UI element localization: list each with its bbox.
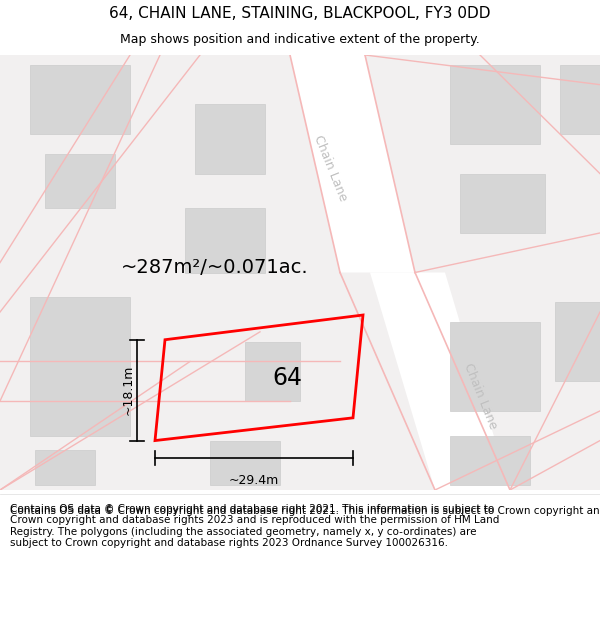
- Text: 64: 64: [272, 366, 302, 390]
- Polygon shape: [450, 322, 540, 411]
- Polygon shape: [370, 272, 510, 490]
- Polygon shape: [30, 298, 130, 436]
- Polygon shape: [450, 436, 530, 485]
- Polygon shape: [555, 302, 600, 381]
- Polygon shape: [45, 154, 115, 208]
- Polygon shape: [185, 208, 265, 272]
- Polygon shape: [35, 451, 95, 485]
- Polygon shape: [30, 65, 130, 134]
- Polygon shape: [245, 342, 300, 401]
- Polygon shape: [290, 55, 415, 272]
- Text: Chain Lane: Chain Lane: [311, 134, 349, 204]
- Polygon shape: [450, 65, 540, 144]
- Text: ~287m²/~0.071ac.: ~287m²/~0.071ac.: [121, 258, 309, 277]
- Polygon shape: [195, 104, 265, 174]
- Text: Contains OS data © Crown copyright and database right 2021. This information is : Contains OS data © Crown copyright and d…: [10, 506, 600, 516]
- Text: ~29.4m: ~29.4m: [229, 474, 279, 487]
- Text: Map shows position and indicative extent of the property.: Map shows position and indicative extent…: [120, 33, 480, 46]
- Text: Contains OS data © Crown copyright and database right 2021. This information is : Contains OS data © Crown copyright and d…: [10, 504, 500, 548]
- Polygon shape: [460, 174, 545, 233]
- Text: Chain Lane: Chain Lane: [461, 361, 499, 431]
- Text: 64, CHAIN LANE, STAINING, BLACKPOOL, FY3 0DD: 64, CHAIN LANE, STAINING, BLACKPOOL, FY3…: [109, 6, 491, 21]
- Polygon shape: [560, 65, 600, 134]
- Text: ~18.1m: ~18.1m: [121, 365, 134, 416]
- Polygon shape: [210, 441, 280, 485]
